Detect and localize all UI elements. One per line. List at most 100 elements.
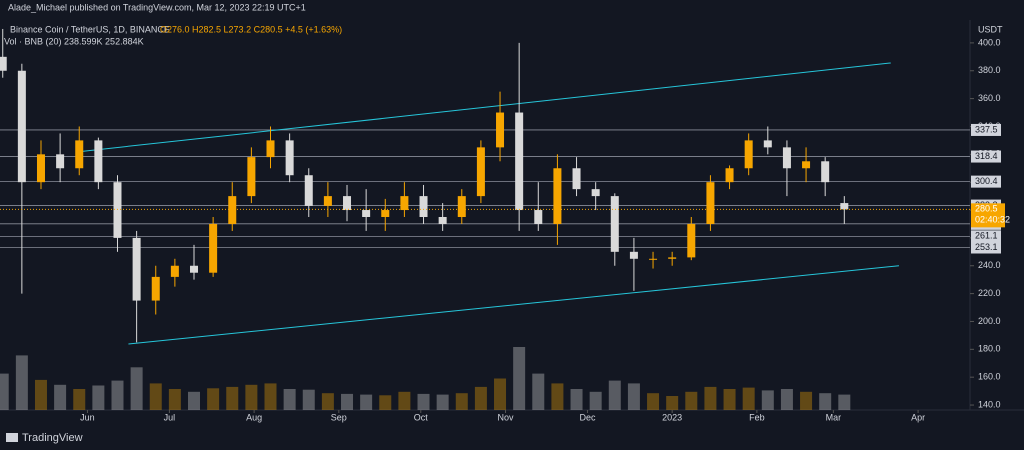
volume-bar (73, 389, 86, 410)
logo-icon (6, 433, 18, 442)
candle-body (209, 223, 218, 273)
volume-bar (589, 391, 602, 410)
candle-body (763, 140, 772, 148)
candle-body (725, 168, 734, 183)
volume-bar (417, 393, 430, 410)
volume-bar (819, 393, 832, 410)
candle-body (75, 140, 84, 169)
candle-body (323, 196, 332, 206)
y-tick-label: 360.0 (978, 93, 1001, 103)
x-tick-label: Feb (749, 412, 765, 422)
candle-body (343, 196, 352, 211)
volume-bar (92, 385, 105, 410)
current-price-label: 280.5 (975, 204, 998, 214)
volume-bar (245, 384, 258, 410)
volume-bar (742, 387, 755, 410)
level-label-box (971, 241, 1001, 254)
candle-body (132, 237, 141, 301)
y-tick-label: 400.0 (978, 37, 1001, 47)
candle-body (668, 257, 677, 259)
x-tick-label: Dec (579, 412, 596, 422)
y-tick-label: 240.0 (978, 260, 1001, 270)
volume-bar (494, 378, 507, 410)
volume-bar (647, 393, 660, 410)
level-label: 337.5 (975, 124, 998, 134)
level-label-box (971, 150, 1001, 163)
candle-body (400, 196, 409, 211)
volume-bar (513, 347, 526, 410)
candle-body (476, 147, 485, 197)
volume-bar (226, 386, 239, 410)
volume-bar (0, 373, 9, 410)
candle-body (553, 168, 562, 224)
candle-body (572, 168, 581, 190)
candle-body (247, 157, 256, 197)
volume-bar (188, 391, 200, 410)
level-label: 253.1 (975, 242, 998, 252)
volume-bar (379, 395, 392, 410)
candle-body (304, 175, 313, 206)
candle-body (802, 161, 811, 169)
candle-body (381, 210, 390, 217)
trendline (128, 265, 900, 345)
publisher: Alade_Michael published on TradingView.c… (8, 2, 306, 12)
candle-body (285, 140, 294, 176)
x-tick-label: Nov (497, 412, 514, 422)
candle-body (515, 112, 524, 211)
x-tick-label: Jun (80, 412, 95, 422)
candle-body (0, 56, 7, 71)
candle-body (610, 196, 619, 252)
volume-bar (341, 393, 354, 410)
volume-bar (283, 389, 296, 410)
volume-bar (54, 384, 67, 410)
volume-bar (360, 394, 373, 410)
volume-bar (780, 389, 793, 410)
x-tick-label: 2023 (662, 412, 682, 422)
ohlc-legend: O276.0 H282.5 L273.2 C280.5 +4.5 (+1.63%… (160, 24, 342, 34)
volume-bar (34, 379, 47, 410)
candle-body (419, 196, 428, 217)
level-label: 318.4 (975, 151, 998, 161)
y-tick-label: 380.0 (978, 65, 1001, 75)
volume-bar (302, 389, 315, 410)
candle-body (744, 140, 753, 169)
x-tick-label: Apr (911, 412, 925, 422)
volume-bar (570, 389, 583, 410)
level-label-box (971, 123, 1001, 136)
candle-body (496, 112, 505, 148)
volume-bar (838, 394, 851, 410)
candle-body (36, 154, 45, 183)
trendline (76, 62, 891, 153)
volume-bar (723, 389, 736, 410)
candle-body (649, 258, 658, 260)
candle-body (17, 70, 26, 183)
candle-body (534, 210, 543, 224)
volume-bar (149, 383, 162, 410)
y-tick-label: 180.0 (978, 344, 1001, 354)
candle-body (94, 140, 103, 183)
volume-bar (704, 386, 717, 410)
candle-body (266, 140, 275, 158)
level-label-box (971, 230, 1001, 243)
current-price-box (971, 203, 1005, 228)
volume-bar (551, 383, 564, 410)
y-tick-label: 160.0 (978, 372, 1001, 382)
candle-body (362, 210, 371, 217)
symbol-title: Binance Coin / TetherUS, 1D, BINANCE (10, 24, 170, 34)
volume-bar (264, 383, 277, 410)
volume-bar (168, 389, 181, 410)
candle-body (151, 276, 160, 301)
volume-bar (207, 388, 220, 410)
x-tick-label: Oct (414, 412, 429, 422)
candle-body (190, 265, 198, 273)
y-tick-label: 140.0 (978, 399, 1001, 409)
countdown: 02:40:32 (975, 215, 1010, 225)
candle-body (706, 182, 715, 224)
candle-body (170, 265, 179, 277)
y-tick-label: 220.0 (978, 288, 1001, 298)
x-tick-label: Mar (826, 412, 842, 422)
level-label: 300.4 (975, 176, 998, 186)
volume-bar (627, 383, 640, 410)
